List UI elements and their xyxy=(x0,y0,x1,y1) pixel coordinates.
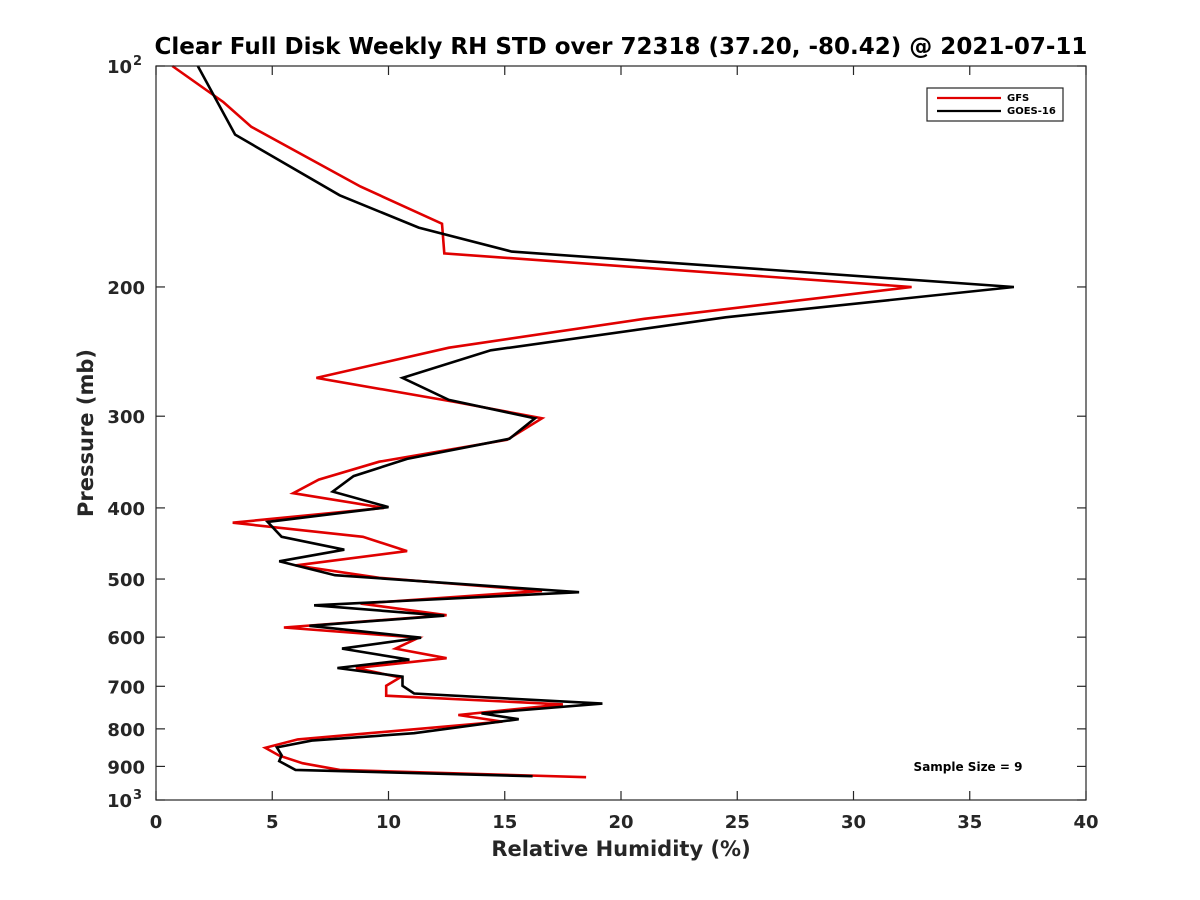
y-tick-label-exponent: 2 xyxy=(133,54,142,69)
y-tick-label: 500 xyxy=(107,570,145,591)
chart-title: Clear Full Disk Weekly RH STD over 72318… xyxy=(155,34,1088,60)
x-tick-label: 0 xyxy=(150,812,163,833)
legend-label-gfs: GFS xyxy=(1007,93,1029,104)
y-tick-label: 200 xyxy=(107,278,145,299)
x-tick-label: 5 xyxy=(266,812,279,833)
y-axis-label: Pressure (mb) xyxy=(74,349,98,517)
y-tick-label: 10 xyxy=(107,791,132,812)
legend: GFS GOES-16 xyxy=(926,87,1064,122)
y-tick-label: 10 xyxy=(107,57,132,78)
y-tick-label: 700 xyxy=(107,677,145,698)
x-tick-label: 25 xyxy=(725,812,750,833)
x-tick-label: 35 xyxy=(957,812,982,833)
y-tick-label: 300 xyxy=(107,407,145,428)
series-line-goes16 xyxy=(196,65,1015,778)
series-line-gfs xyxy=(171,64,912,779)
y-tick-label: 900 xyxy=(107,757,145,778)
y-tick-label: 600 xyxy=(107,628,145,649)
legend-box xyxy=(926,87,1064,122)
y-tick-label: 400 xyxy=(107,499,145,520)
series-layer xyxy=(171,64,1015,779)
x-tick-label: 10 xyxy=(376,812,401,833)
x-tick-label: 15 xyxy=(492,812,517,833)
y-tick-label: 800 xyxy=(107,720,145,741)
x-axis-ticks: 0 5 10 15 20 25 30 35 40 xyxy=(150,66,1099,833)
legend-label-goes16: GOES-16 xyxy=(1007,106,1056,117)
y-tick-label-exponent: 3 xyxy=(133,788,142,803)
x-tick-label: 40 xyxy=(1073,812,1098,833)
sample-size-note: Sample Size = 9 xyxy=(914,760,1023,774)
x-tick-label: 30 xyxy=(841,812,866,833)
x-axis-label: Relative Humidity (%) xyxy=(491,837,750,861)
x-tick-label: 20 xyxy=(608,812,633,833)
